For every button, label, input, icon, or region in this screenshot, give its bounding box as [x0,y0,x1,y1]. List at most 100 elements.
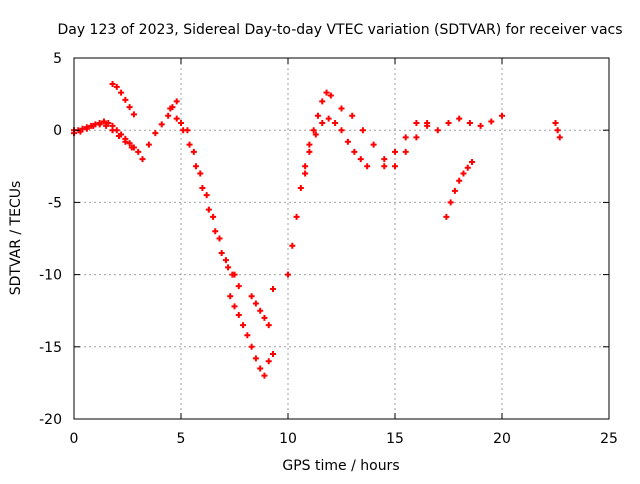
data-point [222,257,229,264]
data-point [488,118,495,125]
data-point [285,271,291,278]
data-point [297,184,304,191]
data-point [310,127,317,134]
data-point [445,119,452,126]
data-point [192,163,199,170]
data-point [152,130,159,137]
chart-title: Day 123 of 2023, Sidereal Day-to-day VTE… [57,22,622,38]
y-tick-label: 0 [53,123,62,139]
data-point [235,312,242,319]
data-point [270,286,277,293]
series-arc-l [381,112,505,170]
data-point [135,148,142,155]
x-tick-label: 15 [386,431,404,447]
data-point [77,128,84,135]
data-point [118,89,125,96]
data-point [338,105,345,112]
x-tick-label: 20 [493,431,511,447]
data-point [205,206,212,213]
series-arc-g [227,293,277,379]
data-point [126,104,133,111]
data-point [364,163,371,170]
data-point [323,89,330,96]
y-tick-label: 5 [53,51,62,67]
data-point [261,372,268,379]
data-point [306,141,313,148]
data-point [173,98,180,105]
data-point [109,80,116,87]
data-point [225,264,232,271]
y-tick-label: -20 [39,412,62,428]
data-point [229,271,236,278]
data-point [90,122,97,129]
x-tick-label: 5 [177,431,186,447]
data-point [424,122,431,129]
data-point [173,115,180,122]
data-point [319,119,326,126]
data-point [113,83,120,90]
data-point [344,138,351,145]
x-axis-label: GPS time / hours [282,458,399,474]
y-axis-label: SDTVAR / TECUs [8,181,24,296]
series-arc-j [302,115,371,177]
x-tick-label: 0 [70,431,79,447]
data-point [392,148,398,155]
data-point [197,170,204,177]
data-point [244,332,251,339]
series-arc-d [139,98,180,163]
data-point [265,358,272,365]
data-point [257,307,264,314]
data-point [325,115,332,122]
data-point [212,228,219,235]
data-point [327,92,334,99]
data-point [370,141,377,148]
data-point [381,156,388,163]
data-point [469,158,476,165]
data-point [359,127,366,134]
data-point [402,134,409,141]
data-point [413,119,420,126]
data-point [456,177,463,184]
data-point [184,127,191,134]
x-tick-label: 10 [279,431,297,447]
data-point [265,322,272,329]
data-point [199,184,206,191]
data-point [447,199,454,206]
data-point [248,293,255,300]
data-point [130,111,137,118]
data-point [552,119,559,126]
data-point [302,163,309,170]
data-point [109,127,116,134]
data-point [231,303,238,310]
axis-ticks-layer: 0 5 10 15 20 25 5 0 -5 -10 -15 -20 [39,51,618,447]
data-point [167,105,174,112]
data-point [392,163,398,170]
data-point [451,187,458,194]
y-tick-label: -10 [39,268,62,284]
data-point [477,122,484,129]
data-point [351,148,358,155]
data-point [210,213,217,220]
data-point [190,148,197,155]
data-point [145,141,152,148]
data-point [186,141,193,148]
data-point [257,365,264,372]
data-point [554,127,561,134]
data-point [122,96,129,103]
data-point [293,213,300,220]
data-point [248,343,255,350]
data-point [314,112,321,119]
data-point [235,283,242,290]
y-tick-label: -15 [39,340,62,356]
data-point [289,242,296,249]
data-point [306,148,313,155]
data-point [466,119,473,126]
data-point [499,112,505,119]
data-point [402,148,409,155]
data-point [302,170,309,177]
series-arc-i [285,89,334,278]
data-point [128,144,135,151]
series-arc-e [167,105,238,278]
